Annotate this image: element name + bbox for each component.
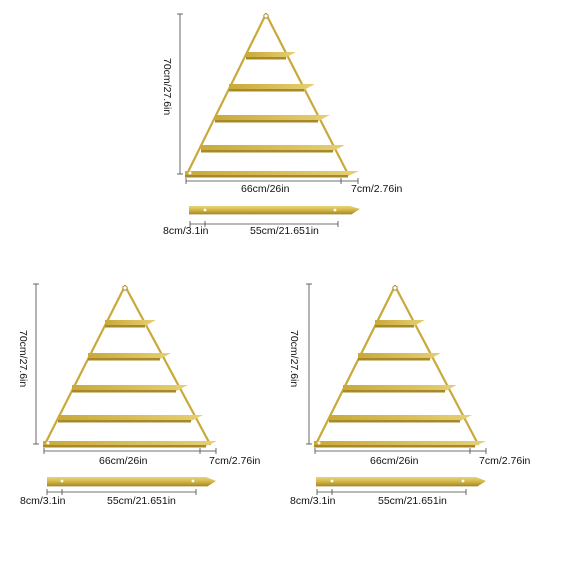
height-label: 70cm/27.6in — [161, 58, 173, 115]
width-dimension: 66cm/26in — [314, 448, 471, 467]
depth-label: 7cm/2.76in — [351, 183, 403, 195]
rail-offset-label: 8cm/3.1in — [20, 495, 66, 507]
height-dimension: 70cm/27.6in — [161, 13, 183, 175]
rail-offset-label: 8cm/3.1in — [163, 225, 209, 237]
depth-dimension: 7cm/2.76in — [341, 178, 403, 195]
shelves — [185, 52, 359, 178]
depth-label: 7cm/2.76in — [479, 455, 531, 467]
height-dimension: 70cm/27.6in — [288, 283, 312, 445]
depth-label: 7cm/2.76in — [209, 455, 261, 467]
rail-offset-label: 8cm/3.1in — [290, 495, 336, 507]
shelf-unit-2: 70cm/27.6in 66cm/26in — [17, 283, 261, 507]
rail-dimensions: 8cm/3.1in 55cm/21.651in — [20, 489, 197, 507]
depth-dimension: 7cm/2.76in — [200, 448, 261, 467]
rail-dimensions: 8cm/3.1in 55cm/21.651in — [163, 221, 339, 237]
shelves — [314, 320, 486, 448]
mounting-rail — [316, 477, 486, 487]
height-label: 70cm/27.6in — [288, 330, 300, 387]
width-dimension: 66cm/26in — [185, 178, 342, 195]
width-dimension: 66cm/26in — [43, 448, 201, 467]
rail-dimensions: 8cm/3.1in 55cm/21.651in — [290, 489, 467, 507]
width-label: 66cm/26in — [241, 183, 290, 195]
rail-length-label: 55cm/21.651in — [107, 495, 176, 507]
rail-length-label: 55cm/21.651in — [250, 225, 319, 237]
shelves — [43, 320, 217, 448]
shelf-unit-3: 70cm/27.6in 66cm/26in — [288, 283, 531, 507]
width-label: 66cm/26in — [370, 455, 419, 467]
height-label: 70cm/27.6in — [17, 330, 29, 387]
height-dimension: 70cm/27.6in — [17, 283, 39, 445]
shelf-unit-1: 70cm/27.6in 66cm/26in — [161, 12, 403, 237]
width-label: 66cm/26in — [99, 455, 148, 467]
rail-length-label: 55cm/21.651in — [378, 495, 447, 507]
depth-dimension: 7cm/2.76in — [470, 448, 531, 467]
mounting-rail — [189, 206, 360, 215]
mounting-rail — [47, 477, 216, 487]
